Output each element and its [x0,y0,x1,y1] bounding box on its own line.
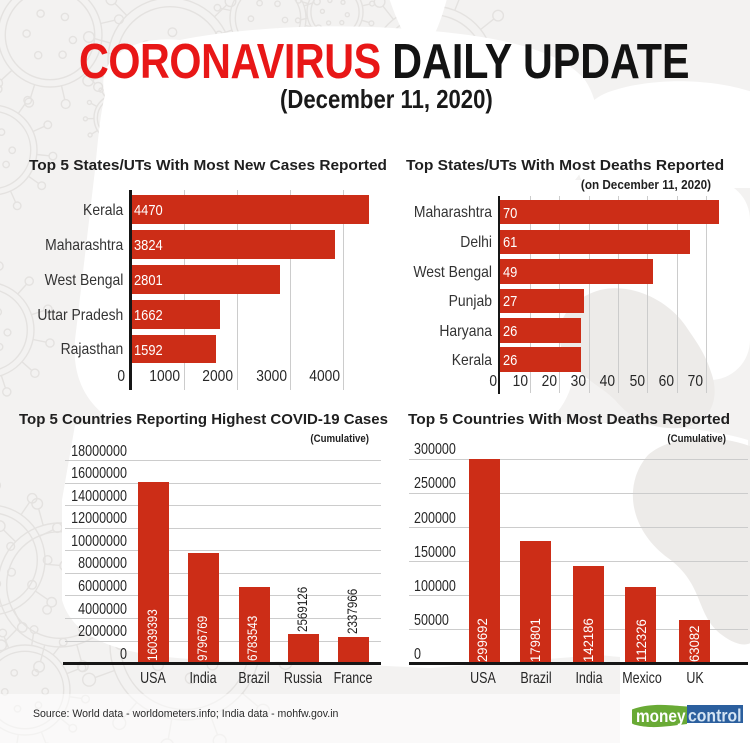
svg-text:control: control [688,706,742,726]
svg-text:money: money [636,706,686,726]
